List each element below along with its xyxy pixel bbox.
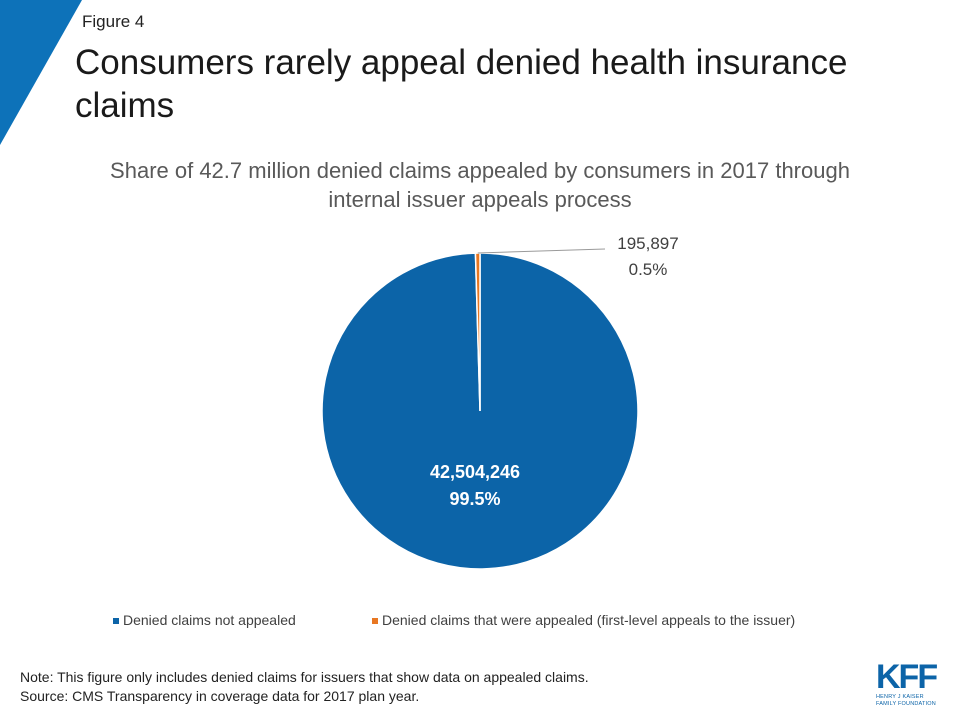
logo-mark: KFF [876,658,938,696]
footnote: Note: This figure only includes denied c… [20,668,589,706]
legend-swatch-appealed [372,618,378,625]
data-label-appealed-count: 195,897 [617,234,678,253]
legend-label-appealed: Denied claims that were appealed (first-… [382,612,796,628]
legend-item-not-appealed: Denied claims not appealed [113,612,296,628]
kff-logo: KFF HENRY J KAISER FAMILY FOUNDATION [876,660,946,708]
legend-swatch-not-appealed [113,618,119,625]
logo-line2: FAMILY FOUNDATION [876,701,936,707]
page-title: Consumers rarely appeal denied health in… [75,43,848,125]
leader-line-appealed [477,248,606,254]
logo-line1: HENRY J KAISER [876,694,924,700]
data-label-not-appealed-percent: 99.5% [449,489,500,509]
chart-title: Share of 42.7 million denied claims appe… [110,158,850,212]
source-text: Source: CMS Transparency in coverage dat… [20,688,420,704]
corner-accent-shape [0,0,82,145]
data-label-not-appealed-count: 42,504,246 [430,462,520,482]
figure-label: Figure 4 [82,12,145,31]
data-label-appealed-percent: 0.5% [629,260,668,279]
note-text: Note: This figure only includes denied c… [20,669,589,685]
legend-item-appealed: Denied claims that were appealed (first-… [372,612,795,628]
legend-label-not-appealed: Denied claims not appealed [123,612,296,628]
